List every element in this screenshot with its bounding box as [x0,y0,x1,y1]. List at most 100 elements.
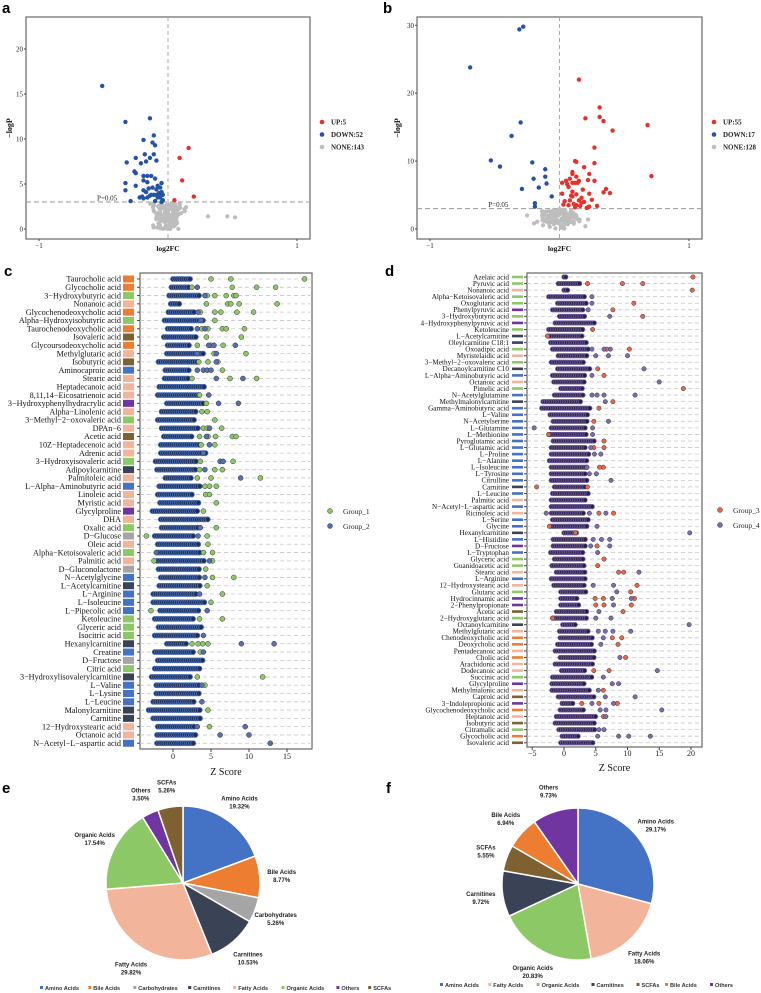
point-group_3 [634,582,640,588]
class-color-marker [123,731,134,739]
class-color-marker [123,565,134,573]
band-point [585,490,591,497]
legend-label: Organic Acids [287,986,325,992]
point-down [467,65,473,70]
point-group_4 [531,425,537,431]
class-color-marker [512,656,523,659]
point-group_1 [194,475,201,481]
volcano-plot-a: P=0.05 0 5 10 15 20 −1 1 log2FC −logP UP:5 DOWN:52 N… [5,16,365,253]
metabolite-row: DHA [103,515,312,524]
point-group_4 [588,543,594,549]
point-group_1 [212,317,218,324]
slice-label: Organic Acids [512,966,553,972]
point-group_4 [616,681,622,687]
point-group_3 [585,281,590,287]
point-group_4 [596,609,602,615]
point-group_3 [601,556,607,562]
point-none [168,206,173,212]
class-color-marker [123,449,134,457]
class-color-marker [123,466,134,474]
band-point [584,608,590,615]
metabolite-label: Glycoursodeoxycholic acid [31,341,121,350]
slice-percent: 10.53% [238,961,259,967]
point-down [123,180,128,186]
band-point [200,557,207,564]
metabolite-label: DHA [103,515,121,524]
point-down [150,185,155,190]
legend-marker [440,983,443,986]
point-none [148,201,153,206]
point-none [560,208,566,214]
point-group_4 [626,733,632,739]
band-point [581,667,588,674]
metabolite-row: Taurocholic acid [66,275,312,284]
point-down [530,160,535,165]
point-group_4 [614,589,620,595]
slice-percent: 20.83% [523,974,544,980]
point-down [519,186,525,192]
point-up [576,77,582,82]
point-none [176,206,181,212]
slice-label: Bile Acids [491,813,520,819]
point-group_4 [600,674,606,680]
point-up [566,203,571,208]
metabolite-label: Isovaleric acid [467,739,510,747]
band-point [585,628,591,634]
point-none [167,224,172,229]
point-none [182,208,187,214]
class-color-marker [123,374,134,382]
band-point [583,339,589,346]
class-color-marker [512,479,523,482]
point-group_4 [686,622,692,628]
point-up [592,160,597,166]
point-down [133,183,138,188]
point-down [152,143,158,148]
band-point [579,333,585,339]
class-color-marker [123,532,134,540]
point-group_2 [202,574,208,581]
point-none [176,226,181,231]
point-group_1 [243,350,249,357]
point-none [562,212,567,218]
point-group_4 [606,418,611,424]
point-none [554,220,559,225]
y-tick-label: 30 [407,22,415,30]
band-point [584,477,590,483]
x-axis-title: Z Score [210,767,242,778]
point-up [561,202,566,207]
class-color-marker [123,623,134,631]
slice-label: Fatty Acids [115,962,148,968]
class-color-marker [123,631,134,639]
point-none [544,209,549,214]
point-group_3 [545,333,550,339]
point-group_4 [687,530,693,536]
band-point [577,280,583,287]
class-color-marker [512,426,523,430]
point-group_4 [543,510,549,516]
point-group_1 [219,466,226,473]
metabolite-label: Nonanoic acid [73,300,121,309]
slice-label: Amino Acids [638,819,675,825]
legend-label-up: UP:55 [723,119,742,127]
point-group_1 [198,442,204,448]
legend-label: Amino Acids [45,986,79,992]
class-color-marker [512,518,523,522]
class-color-marker [512,610,523,613]
legend-marker-none [319,144,325,150]
legend-marker-up [319,119,325,125]
point-down [145,173,150,179]
point-down [488,158,494,163]
class-color-marker [123,598,134,606]
band-point [195,607,202,614]
point-down [497,164,503,169]
legend-label: Others [715,983,733,989]
x-tick-label: 10 [245,752,253,761]
panel-label-b: b [383,0,392,17]
point-group_4 [590,425,596,431]
class-color-marker [123,673,134,681]
point-group_1 [223,325,229,332]
metabolite-row: Taurochenodeoxycholic acid [27,324,312,333]
point-group_4 [590,431,596,437]
point-up [587,171,592,177]
band-point [572,622,578,628]
